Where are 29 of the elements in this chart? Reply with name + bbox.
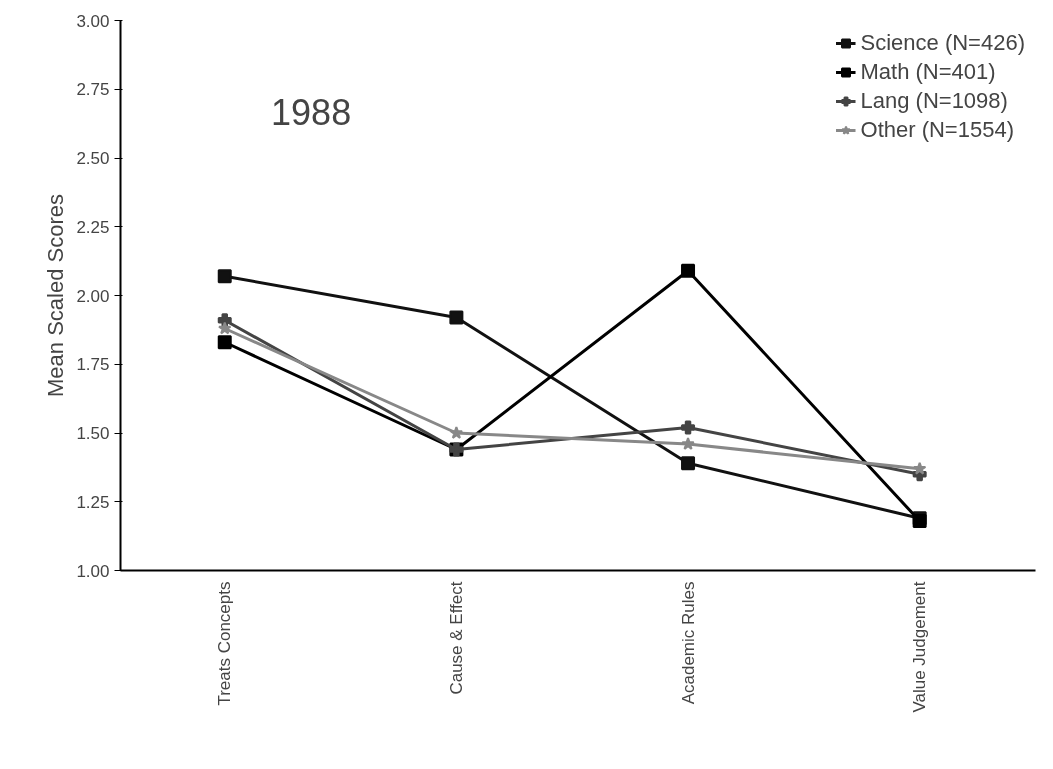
point: [681, 456, 696, 471]
legend-label: Lang (N=1098): [860, 88, 1008, 114]
point: [912, 461, 927, 475]
y-tick-label: 2.50: [76, 149, 110, 168]
x-tick-label: Academic Rules: [678, 581, 698, 705]
point: [681, 437, 695, 450]
x-tick-label: Value Judgement: [910, 581, 930, 713]
x-tick-label: Cause & Effect: [446, 581, 466, 695]
y-tick-label: 1.50: [76, 424, 110, 443]
point: [449, 426, 464, 439]
y-tick-label: 2.25: [76, 217, 110, 237]
y-tick-label: 2.00: [76, 286, 110, 306]
y-tick-label: 2.75: [76, 80, 110, 100]
text: 1988: [271, 92, 352, 133]
x-tick-label: Treats Concepts: [215, 581, 235, 706]
y-tick-label: 1.75: [76, 355, 110, 375]
legend-label: Science (N=426): [860, 30, 1025, 56]
point: [218, 321, 232, 335]
point: [449, 310, 464, 325]
y-tick-label: 3.00: [76, 11, 110, 31]
point: [681, 420, 696, 435]
point: [217, 335, 232, 350]
legend-label: Other (N=1554): [860, 117, 1014, 143]
y-tick-label: 1.25: [76, 492, 110, 512]
legend-label: Math (N=401): [860, 59, 996, 85]
point: [217, 269, 232, 284]
y-tick-label: 1.00: [76, 561, 110, 581]
point: [681, 263, 696, 278]
y-axis-title: Mean Scaled Scores: [43, 194, 69, 397]
